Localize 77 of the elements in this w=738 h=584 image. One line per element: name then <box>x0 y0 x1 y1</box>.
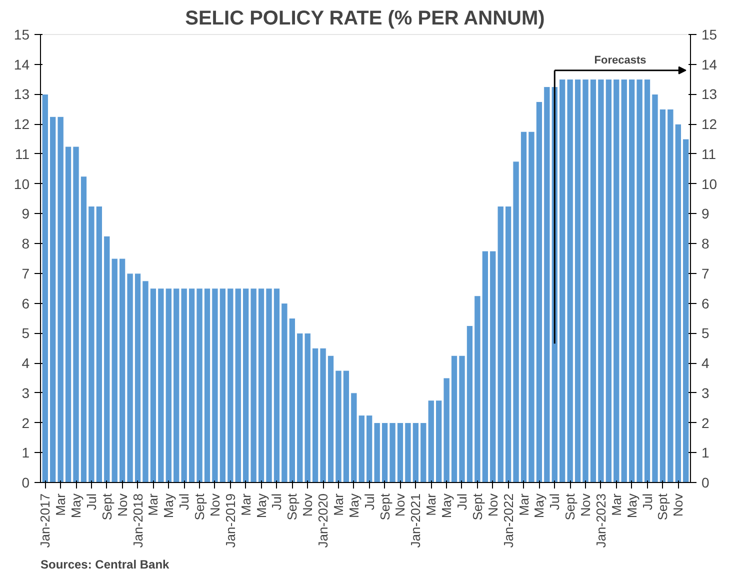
y2-tick-label: 14 <box>702 56 718 72</box>
y-tick-label: 0 <box>22 474 30 490</box>
x-tick-label: Mar <box>146 492 161 516</box>
x-tick-label: Jul <box>640 493 655 510</box>
y-tick-label: 5 <box>22 325 30 342</box>
x-tick-label: Sept <box>562 493 578 520</box>
x-tick-label: Nov <box>392 493 408 517</box>
x-tick-label: Sept <box>192 493 208 520</box>
y-tick-label: 2 <box>22 414 30 431</box>
y2-tick-label: 7 <box>702 265 710 282</box>
y2-tick-label: 11 <box>702 146 716 162</box>
x-tick-label: Mar <box>516 492 532 516</box>
y-tick-label: 14 <box>14 56 30 72</box>
y-tick-label: 7 <box>22 265 30 282</box>
y-tick-label: 3 <box>22 384 30 401</box>
y-tick-label: 8 <box>22 236 30 252</box>
y2-tick-label: 13 <box>702 86 718 102</box>
y2-tick-label: 6 <box>702 295 710 312</box>
y2-tick-label: 8 <box>702 236 710 252</box>
y2-tick-label: 1 <box>702 444 710 461</box>
y-tick-label: 12 <box>14 116 30 132</box>
y2-tick-label: 2 <box>702 414 710 431</box>
source-note: Sources: Central Bank <box>40 558 170 572</box>
x-tick-label: Jan-2020 <box>316 493 331 548</box>
x-tick-label: Nov <box>485 493 500 517</box>
y2-tick-label: 15 <box>702 26 718 42</box>
x-tick-label: Jan-2018 <box>130 493 146 548</box>
x-tick-label: May <box>68 493 84 518</box>
y2-tick-label: 9 <box>702 206 710 222</box>
y-tick-label: 1 <box>22 444 30 461</box>
y-tick-label: 13 <box>14 86 30 102</box>
x-tick-label: Nov <box>670 493 686 517</box>
x-tick-label: Jul <box>176 493 192 510</box>
y2-tick-label: 12 <box>702 116 718 132</box>
x-tick-label: May <box>161 493 176 518</box>
x-tick-label: Jan-2021 <box>408 493 424 548</box>
y2-tick-label: 4 <box>702 355 710 372</box>
y-tick-label: 15 <box>14 26 30 42</box>
y-tick-label: 11 <box>14 146 30 162</box>
x-tick-label: May <box>439 493 454 518</box>
x-tick-label: Jul <box>269 493 284 510</box>
x-tick-label: Sept <box>99 493 114 520</box>
y2-tick-label: 0 <box>702 474 710 490</box>
x-tick-label: May <box>624 493 640 518</box>
x-tick-label: Mar <box>424 492 439 516</box>
x-tick-label: Mar <box>53 492 68 516</box>
y-tick-label: 9 <box>22 206 30 222</box>
x-tick-label: Mar <box>330 492 346 516</box>
x-tick-label: Jul <box>84 493 99 510</box>
x-tick-label: Sept <box>377 493 392 520</box>
annotation: Forecasts <box>594 54 646 66</box>
y-tick-label: 6 <box>22 295 30 312</box>
y2-tick-label: 10 <box>702 176 718 192</box>
x-tick-label: Jan-2017 <box>38 493 53 548</box>
y-tick-label: 10 <box>14 176 30 192</box>
x-tick-label: Jan-2022 <box>500 493 516 548</box>
x-tick-label: Sept <box>470 493 485 520</box>
x-tick-label: Jan-2023 <box>593 493 608 548</box>
x-tick-label: Mar <box>608 492 624 516</box>
x-tick-label: Jul <box>454 493 470 510</box>
x-tick-label: Nov <box>578 493 594 517</box>
x-tick-label: Nov <box>207 493 222 517</box>
x-tick-label: Jul <box>362 493 377 510</box>
x-tick-label: May <box>346 493 362 518</box>
x-tick-label: Nov <box>300 493 316 517</box>
y-tick-label: 4 <box>22 355 30 372</box>
x-tick-label: May <box>532 493 547 518</box>
y2-tick-label: 5 <box>702 325 710 342</box>
x-tick-label: Jan-2019 <box>222 493 238 548</box>
x-tick-label: Jul <box>547 493 562 510</box>
x-tick-label: Sept <box>284 493 300 520</box>
x-tick-label: Nov <box>114 493 130 517</box>
y2-tick-label: 3 <box>702 384 710 401</box>
x-tick-label: Mar <box>238 492 254 516</box>
x-tick-label: Sept <box>655 493 670 520</box>
x-tick-label: May <box>254 493 269 518</box>
chart-title: SELIC POLICY RATE (% PER ANNUM) <box>185 8 545 30</box>
